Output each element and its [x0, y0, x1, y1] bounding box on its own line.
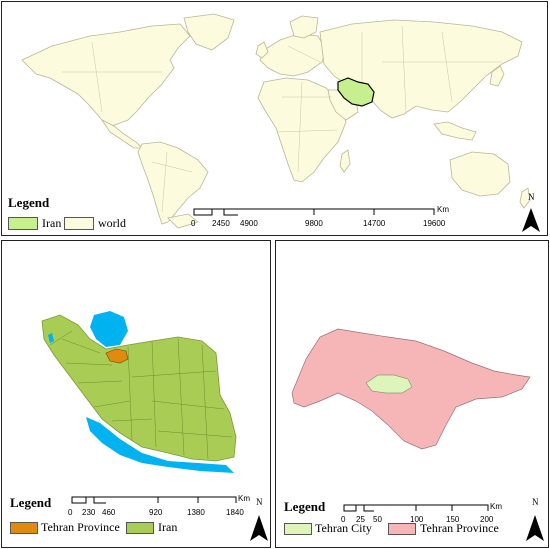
australia-landmass	[449, 151, 511, 197]
europe-landmass	[259, 33, 327, 77]
iran-highlight-region	[337, 77, 375, 107]
scandinavia-landmass	[289, 15, 319, 39]
caspian-sea	[90, 311, 128, 347]
persian-gulf	[86, 417, 234, 473]
antarctica-landmass	[167, 213, 199, 229]
tehran-legend-city-swatch	[284, 523, 312, 535]
tehran-legend-province-label: Tehran Province	[420, 521, 499, 535]
central-america-landmass	[100, 118, 143, 149]
world-legend-world-swatch	[64, 217, 94, 230]
iran-legend-title: Legend	[10, 495, 52, 510]
world-legend-world-label: world	[98, 216, 126, 230]
tehran-province-shape	[291, 328, 531, 450]
iran-legend-iran-swatch	[126, 522, 154, 534]
iran-country-shape	[41, 314, 237, 462]
tehran-province-highlight	[105, 348, 129, 364]
world-map-canvas	[21, 13, 531, 229]
country-borders	[62, 25, 502, 213]
world-legend-title: Legend	[8, 195, 50, 210]
uk-landmass	[255, 41, 269, 59]
world-legend-iran-swatch	[8, 217, 38, 230]
south-america-landmass	[137, 141, 209, 225]
iran-map-canvas	[41, 311, 237, 473]
africa-landmass	[257, 77, 347, 183]
north-america-landmass	[21, 23, 191, 127]
southeast-asia-islands	[433, 121, 477, 141]
new-zealand-landmass	[519, 187, 531, 209]
tehran-legend-city-label: Tehran City	[315, 521, 372, 535]
iran-map-panel: Legend Tehran Province Iran 0 230 460 92…	[1, 240, 271, 548]
greenland-landmass	[183, 13, 235, 51]
madagascar-landmass	[339, 149, 351, 173]
tehran-map-canvas	[291, 328, 531, 450]
iran-legend-tehran-label: Tehran Province	[41, 520, 120, 534]
lake-urmia	[48, 333, 54, 343]
world-map-panel: Legend Iran world 0 2450 4900 9800 14700…	[1, 1, 548, 236]
province-borders	[49, 330, 233, 460]
tehran-legend-province-swatch	[388, 523, 416, 535]
japan-landmass	[489, 65, 505, 87]
iran-legend-tehran-swatch	[10, 522, 38, 534]
iran-legend-iran-label: Iran	[158, 520, 178, 534]
tehran-city-shape	[365, 374, 413, 394]
tehran-map-panel: Legend Tehran City Tehran Province 0 25 …	[275, 240, 549, 548]
tehran-legend-title: Legend	[284, 499, 326, 514]
world-legend-iran-label: Iran	[42, 216, 62, 230]
